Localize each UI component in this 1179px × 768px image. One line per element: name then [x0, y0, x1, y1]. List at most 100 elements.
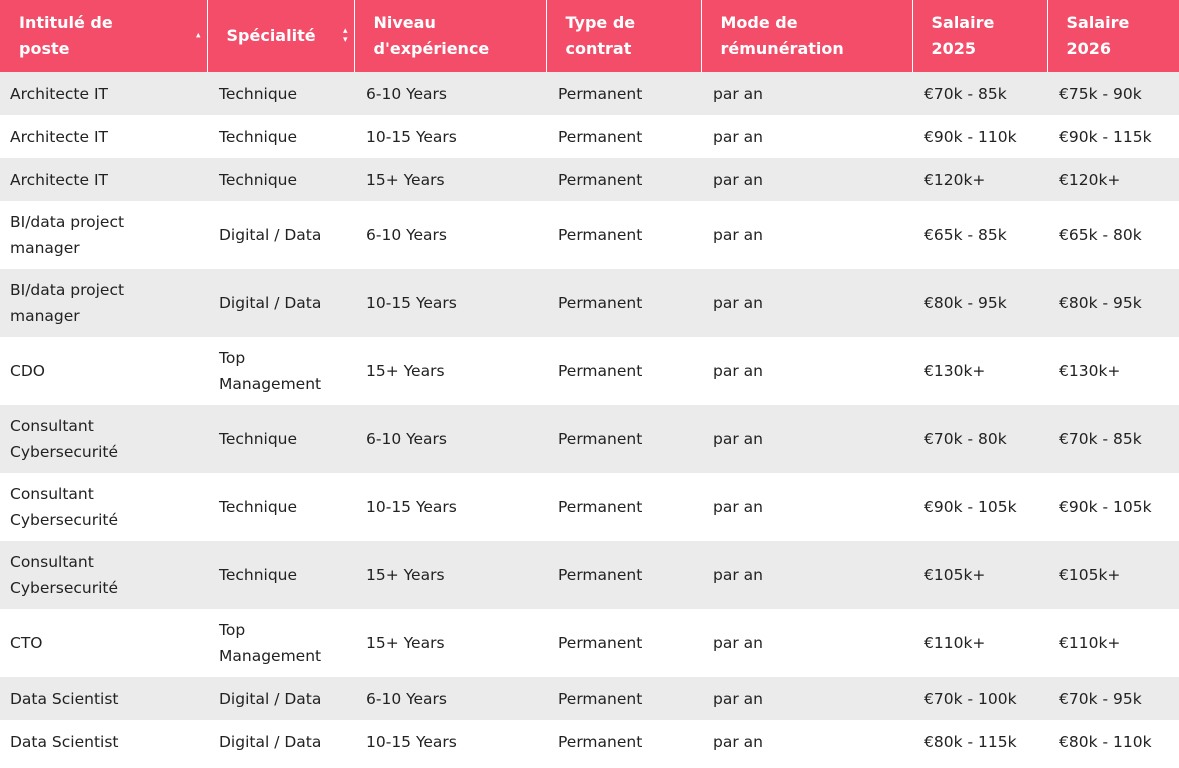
table-cell: €65k - 80k: [1047, 201, 1179, 269]
cell-text: Permanent: [558, 498, 643, 516]
table-cell: €70k - 80k: [912, 405, 1047, 473]
cell-text: par an: [713, 634, 763, 652]
cell-text: BI/data project manager: [10, 213, 125, 257]
cell-text: Consultant Cybersecurité: [10, 553, 118, 597]
table-cell: BI/data project manager: [0, 201, 207, 269]
table-cell: Digital / Data: [207, 677, 354, 720]
table-cell: €130k+: [1047, 337, 1179, 405]
table-cell: 10-15 Years: [354, 720, 546, 763]
table-cell: Architecte IT: [0, 115, 207, 158]
header-row: Intitulé de poste ▴ Spécialité ▴ ▾ Niveau d'e…: [0, 0, 1179, 72]
table-row: BI/data project manager Digital / Data 6-1…: [0, 201, 1179, 269]
table-cell: Top Management: [207, 609, 354, 677]
table-cell: €75k - 90k: [1047, 72, 1179, 115]
table-row: Consultant Cybersecurité Technique 15+ Yea…: [0, 541, 1179, 609]
table-cell: €105k+: [1047, 541, 1179, 609]
table-cell: Technique: [207, 405, 354, 473]
cell-text: par an: [713, 226, 763, 244]
sort-icon[interactable]: ▴ ▾: [342, 26, 348, 45]
table-cell: Technique: [207, 541, 354, 609]
table-cell: Permanent: [546, 72, 701, 115]
table-cell: 6-10 Years: [354, 677, 546, 720]
table-cell: Digital / Data: [207, 201, 354, 269]
cell-text: 6-10 Years: [366, 84, 447, 103]
table-cell: 10-15 Years: [354, 269, 546, 337]
table-cell: Technique: [207, 72, 354, 115]
table-cell: par an: [701, 115, 912, 158]
cell-text: €120k+: [924, 170, 986, 189]
table-cell: Consultant Cybersecurité: [0, 405, 207, 473]
cell-text: €65k - 80k: [1059, 226, 1142, 244]
table-cell: €120k+: [912, 158, 1047, 201]
table-cell: €70k - 85k: [912, 72, 1047, 115]
cell-text: Architecte IT: [10, 127, 109, 146]
cell-text: par an: [713, 732, 763, 751]
cell-text: €90k - 115k: [1059, 127, 1152, 146]
table-cell: Data Scientist: [0, 720, 207, 763]
cell-text: €105k+: [924, 566, 986, 584]
cell-text: 10-15 Years: [366, 732, 457, 751]
cell-text: Permanent: [558, 566, 643, 584]
cell-text: €70k - 95k: [1059, 689, 1142, 708]
cell-text: Technique: [219, 430, 298, 448]
cell-text: par an: [713, 362, 763, 380]
cell-text: Permanent: [558, 732, 643, 751]
column-header[interactable]: Spécialité ▴ ▾: [207, 0, 355, 72]
header-text: Intitulé de poste: [19, 13, 113, 58]
cell-text: €65k - 85k: [924, 226, 1007, 244]
cell-text: Digital / Data: [219, 226, 322, 244]
table-cell: Permanent: [546, 473, 701, 541]
cell-text: Permanent: [558, 127, 643, 146]
table-cell: par an: [701, 609, 912, 677]
cell-text: par an: [713, 84, 763, 103]
table-row: Architecte IT Technique 15+ Years Permanent…: [0, 158, 1179, 201]
table-cell: 10-15 Years: [354, 473, 546, 541]
table-cell: Permanent: [546, 405, 701, 473]
sort-icon[interactable]: ▴: [195, 30, 201, 41]
table-cell: €120k+: [1047, 158, 1179, 201]
table-cell: €90k - 105k: [1047, 473, 1179, 541]
table-cell: €90k - 105k: [912, 473, 1047, 541]
cell-text: Permanent: [558, 170, 643, 189]
table-cell: Permanent: [546, 609, 701, 677]
cell-text: 15+ Years: [366, 634, 445, 652]
table-row: Architecte IT Technique 10-15 Years Permane…: [0, 115, 1179, 158]
cell-text: Top Management: [219, 621, 322, 665]
cell-text: €70k - 85k: [1059, 430, 1142, 448]
cell-text: 15+ Years: [366, 362, 445, 380]
table-cell: par an: [701, 720, 912, 763]
column-header[interactable]: Intitulé de poste ▴: [0, 0, 208, 72]
table-cell: Architecte IT: [0, 72, 207, 115]
table-cell: Permanent: [546, 201, 701, 269]
cell-text: Consultant Cybersecurité: [10, 417, 118, 461]
column-header: Mode de rémunération: [701, 0, 913, 72]
cell-text: 10-15 Years: [366, 127, 457, 146]
table-row: CDO Top Management 15+ Years Permanent par a…: [0, 337, 1179, 405]
cell-text: €120k+: [1059, 170, 1121, 189]
cell-text: €90k - 110k: [924, 127, 1017, 146]
cell-text: €105k+: [1059, 566, 1121, 584]
cell-text: Permanent: [558, 430, 643, 448]
table-cell: Permanent: [546, 158, 701, 201]
table-row: Architecte IT Technique 6-10 Years Permanen…: [0, 72, 1179, 115]
table-cell: 15+ Years: [354, 337, 546, 405]
cell-text: €90k - 105k: [1059, 498, 1152, 516]
table-cell: 15+ Years: [354, 609, 546, 677]
cell-text: 15+ Years: [366, 170, 445, 189]
cell-text: BI/data project manager: [10, 281, 125, 325]
cell-text: CDO: [10, 362, 45, 380]
cell-text: €80k - 115k: [924, 732, 1017, 751]
column-header: Niveau d'expérience: [354, 0, 547, 72]
cell-text: Architecte IT: [10, 170, 109, 189]
table-cell: €105k+: [912, 541, 1047, 609]
cell-text: €70k - 85k: [924, 84, 1007, 103]
table-cell: Permanent: [546, 677, 701, 720]
table-cell: par an: [701, 269, 912, 337]
table-cell: Architecte IT: [0, 158, 207, 201]
table-cell: Technique: [207, 158, 354, 201]
cell-text: Digital / Data: [219, 689, 322, 708]
table-cell: €80k - 95k: [912, 269, 1047, 337]
table-cell: 6-10 Years: [354, 72, 546, 115]
table-cell: par an: [701, 158, 912, 201]
cell-text: €130k+: [924, 362, 986, 380]
